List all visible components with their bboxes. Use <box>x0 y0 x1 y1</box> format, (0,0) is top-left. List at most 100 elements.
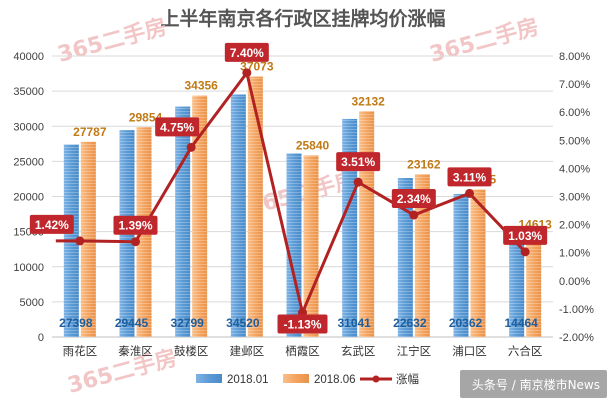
rate-label-box <box>503 225 548 245</box>
rate-label-box <box>155 117 200 137</box>
legend-label-2018-06: 2018.06 <box>314 374 356 386</box>
bar-value-label-2018-06: 25840 <box>296 138 330 152</box>
category-label: 建邺区 <box>230 344 265 358</box>
legend-swatch-2018-06 <box>283 374 309 383</box>
legend-label-rate: 涨幅 <box>396 373 419 386</box>
line-group: 1.42% 1.39% 4.75% 7.40% -1.13% 3.51% 2.34% 3.11… <box>29 42 548 334</box>
left-tick-label: 0 <box>38 332 44 344</box>
bar-value-label-2018-06: 32132 <box>351 94 385 108</box>
legend-label-2018-01: 2018.01 <box>227 374 269 386</box>
rate-label: 4.75% <box>160 120 194 134</box>
bar-value-label-2018-01: 32799 <box>170 316 204 330</box>
rate-label-box <box>447 167 492 187</box>
bar-value-label-2018-01: 31041 <box>337 316 371 330</box>
source-text: 头条号 / 南京楼市News <box>472 377 600 392</box>
left-tick-label: 20000 <box>13 192 44 204</box>
category-label: 鼓楼区 <box>174 344 209 358</box>
category-label: 江宁区 <box>397 344 432 358</box>
rate-label-box <box>224 42 269 62</box>
rate-point <box>75 236 85 246</box>
bar-texture <box>453 193 469 337</box>
chart-title: 上半年南京各行政区挂牌均价涨幅 <box>160 7 445 30</box>
bar-value-label-2018-01: 20362 <box>449 316 483 330</box>
bar-texture <box>192 95 208 337</box>
left-tick-label: 35000 <box>13 86 44 98</box>
right-axis: -2.00% -1.00% 0.00% 1.00% 2.00% 3.00% 4.00% 5.0… <box>559 51 594 344</box>
rate-label: 1.03% <box>508 229 542 243</box>
bar-value-label-2018-01: 22632 <box>393 316 427 330</box>
bar-value-label-2018-06: 34356 <box>184 79 218 93</box>
bar-texture <box>509 235 525 337</box>
rate-point <box>186 142 196 152</box>
right-tick-label: 8.00% <box>559 51 590 63</box>
rate-label: 3.51% <box>341 155 375 169</box>
bar-value-label-2018-01: 14464 <box>504 316 538 330</box>
gridlines <box>52 55 553 338</box>
right-tick-label: 2.00% <box>559 220 590 232</box>
right-tick-label: 6.00% <box>559 107 590 119</box>
rate-point <box>465 188 474 198</box>
left-tick-label: 40000 <box>13 51 44 63</box>
rate-line <box>55 71 527 315</box>
bar-texture <box>526 234 542 337</box>
category-label: 玄武区 <box>341 344 376 358</box>
right-tick-label: 1.00% <box>559 248 590 260</box>
bar-texture <box>359 111 375 337</box>
bar-texture <box>230 94 246 337</box>
right-tick-label: 3.00% <box>559 192 590 204</box>
legend-swatch-2018-01 <box>196 374 222 383</box>
bar-value-label-2018-06: 23162 <box>407 157 441 171</box>
category-label: 雨花区 <box>63 344 98 358</box>
rate-label: 1.42% <box>35 218 69 232</box>
bar-texture <box>80 141 96 337</box>
right-tick-label: 7.00% <box>559 79 590 91</box>
category-label: 六合区 <box>508 344 543 358</box>
source-overlay: 头条号 / 南京楼市News <box>460 370 607 398</box>
right-tick-label: -2.00% <box>559 332 594 344</box>
rate-point <box>409 210 419 220</box>
left-tick-label: 10000 <box>13 262 44 274</box>
bar-texture <box>414 174 430 337</box>
right-tick-label: -1.00% <box>559 304 594 316</box>
category-label: 栖霞区 <box>285 344 320 358</box>
bar-texture <box>342 118 358 337</box>
category-labels: 雨花区 秦淮区 鼓楼区 建邺区 栖霞区 玄武区 江宁区 浦口区 六合区 <box>63 344 543 358</box>
rate-point <box>520 247 530 257</box>
category-label: 浦口区 <box>452 344 487 358</box>
right-tick-label: 0.00% <box>559 276 590 288</box>
bar-value-label-2018-06: 27787 <box>73 125 107 139</box>
rate-label-box <box>391 189 436 209</box>
rate-point <box>242 68 252 78</box>
rate-label: 3.11% <box>453 170 487 184</box>
bar-texture <box>397 178 413 337</box>
right-tick-label: 5.00% <box>559 135 590 147</box>
left-tick-label: 5000 <box>20 297 44 309</box>
source-overlay-bg <box>460 370 607 398</box>
bars-group: 2739827787294452985432799343563452037073… <box>59 60 552 338</box>
bar-texture <box>470 189 486 337</box>
rate-label-box <box>336 152 381 172</box>
bar-value-label-2018-06: 29854 <box>129 110 163 124</box>
bar-texture <box>247 76 263 338</box>
rate-point <box>353 177 363 187</box>
rate-label: 2.34% <box>397 192 431 206</box>
category-label: 秦淮区 <box>118 344 153 358</box>
watermark-text: 365二手房 <box>55 14 170 68</box>
rate-label: 1.39% <box>118 219 152 233</box>
bar-value-label-2018-01: 29445 <box>115 316 149 330</box>
rate-label-box <box>29 214 74 234</box>
bar-texture <box>175 106 191 337</box>
left-tick-label: 30000 <box>13 121 44 133</box>
left-tick-label: 25000 <box>13 156 44 168</box>
rate-label: -1.13% <box>283 318 321 332</box>
bar-value-label-2018-01: 27398 <box>59 316 93 330</box>
bar-value-label-2018-01: 34520 <box>226 316 260 330</box>
bar-texture <box>303 155 319 337</box>
right-tick-label: 4.00% <box>559 163 590 175</box>
legend-marker-rate <box>372 375 380 383</box>
rate-point <box>131 237 140 247</box>
rate-label-box <box>113 215 158 235</box>
